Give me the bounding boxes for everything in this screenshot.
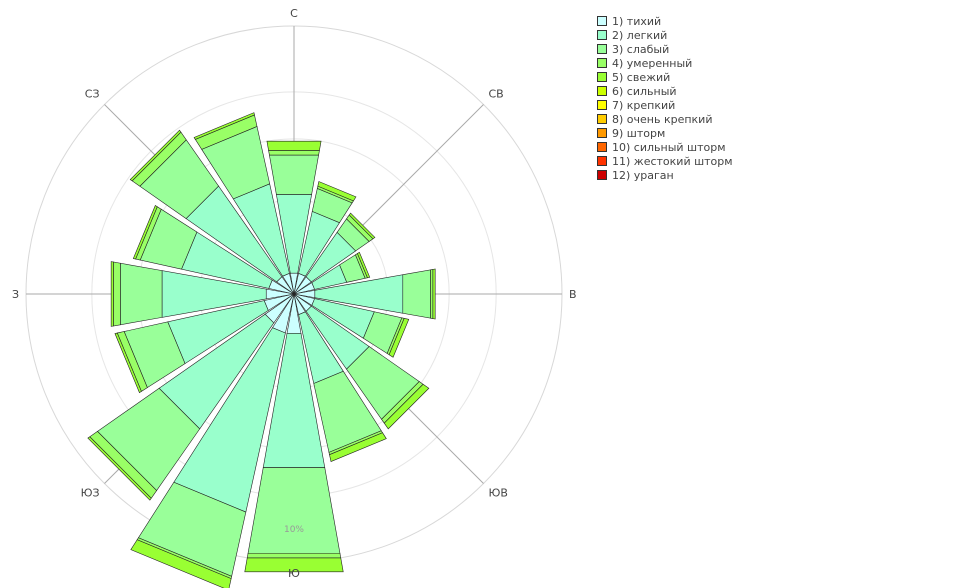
legend-label: 7) крепкий bbox=[612, 98, 676, 112]
legend-swatch bbox=[597, 114, 607, 124]
legend-label: 4) умеренный bbox=[612, 56, 693, 70]
wind-bar-segment[interactable] bbox=[266, 140, 322, 151]
wind-bar-segment[interactable] bbox=[402, 269, 431, 319]
direction-label: Ю bbox=[288, 567, 300, 580]
wind-bar-segment[interactable] bbox=[130, 539, 232, 588]
wind-bar-segment[interactable] bbox=[120, 262, 163, 326]
legend-item[interactable]: 3) слабый bbox=[597, 42, 733, 56]
direction-label: З bbox=[12, 288, 19, 301]
legend-item[interactable]: 4) умеренный bbox=[597, 56, 733, 70]
legend-label: 6) сильный bbox=[612, 84, 677, 98]
legend-label: 9) шторм bbox=[612, 126, 666, 140]
wind-bar-segment[interactable] bbox=[244, 557, 344, 573]
legend-item[interactable]: 1) тихий bbox=[597, 14, 733, 28]
direction-label: С bbox=[290, 7, 298, 20]
direction-label: СЗ bbox=[85, 88, 100, 101]
radial-tick-label: 10% bbox=[284, 525, 304, 535]
legend-swatch bbox=[597, 30, 607, 40]
wind-bar-segment[interactable] bbox=[114, 332, 142, 394]
legend-item[interactable]: 8) очень крепкий bbox=[597, 112, 733, 126]
legend-swatch bbox=[597, 44, 607, 54]
legend-item[interactable]: 12) ураган bbox=[597, 168, 733, 182]
legend-item[interactable]: 6) сильный bbox=[597, 84, 733, 98]
legend-swatch bbox=[597, 72, 607, 82]
direction-label: ЮЗ bbox=[81, 486, 100, 499]
wind-bar-segment[interactable] bbox=[317, 181, 357, 202]
legend-item[interactable]: 10) сильный шторм bbox=[597, 140, 733, 154]
legend-swatch bbox=[597, 86, 607, 96]
legend-swatch bbox=[597, 128, 607, 138]
legend-item[interactable]: 9) шторм bbox=[597, 126, 733, 140]
legend-label: 11) жестокий шторм bbox=[612, 154, 733, 168]
legend: 1) тихий 2) легкий 3) слабый 4) умеренный 5)… bbox=[597, 14, 733, 182]
legend-label: 12) ураган bbox=[612, 168, 674, 182]
legend-swatch bbox=[597, 58, 607, 68]
legend-label: 8) очень крепкий bbox=[612, 112, 713, 126]
wind-bar-segment[interactable] bbox=[193, 112, 255, 140]
legend-label: 5) свежий bbox=[612, 70, 671, 84]
wind-bar-segment[interactable] bbox=[357, 251, 371, 279]
wind-bar-segment[interactable] bbox=[388, 317, 410, 358]
direction-labels: С СВ В ЮВ Ю ЮЗ З СЗ bbox=[12, 7, 577, 580]
wind-bar-segment[interactable] bbox=[87, 436, 152, 501]
wind-rose-bars bbox=[87, 112, 436, 588]
legend-swatch bbox=[597, 16, 607, 26]
legend-label: 1) тихий bbox=[612, 14, 662, 28]
legend-item[interactable]: 2) легкий bbox=[597, 28, 733, 42]
wind-bar-segment[interactable] bbox=[268, 150, 320, 156]
legend-item[interactable]: 5) свежий bbox=[597, 70, 733, 84]
legend-item[interactable]: 7) крепкий bbox=[597, 98, 733, 112]
wind-bar-segment[interactable] bbox=[246, 552, 342, 559]
wind-bar-segment[interactable] bbox=[383, 383, 430, 430]
legend-item[interactable]: 11) жестокий шторм bbox=[597, 154, 733, 168]
direction-label: ЮВ bbox=[488, 486, 507, 499]
wind-bar-segment[interactable] bbox=[432, 268, 436, 320]
wind-bar-segment[interactable] bbox=[348, 212, 376, 240]
direction-label: В bbox=[569, 288, 577, 301]
wind-bar-segment[interactable] bbox=[329, 432, 387, 462]
legend-swatch bbox=[597, 156, 607, 166]
legend-label: 3) слабый bbox=[612, 42, 670, 56]
legend-swatch bbox=[597, 142, 607, 152]
wind-bar-segment[interactable] bbox=[113, 261, 121, 327]
legend-label: 2) легкий bbox=[612, 28, 668, 42]
wind-bar-segment[interactable] bbox=[430, 269, 434, 319]
wind-bar-segment[interactable] bbox=[110, 261, 114, 327]
wind-bar-segment[interactable] bbox=[132, 205, 158, 260]
legend-label: 10) сильный шторм bbox=[612, 140, 726, 154]
wind-bar-segment[interactable] bbox=[269, 154, 319, 195]
wind-bar-segment[interactable] bbox=[247, 467, 341, 554]
legend-swatch bbox=[597, 170, 607, 180]
direction-label: СВ bbox=[488, 88, 503, 101]
legend-swatch bbox=[597, 100, 607, 110]
wind-bar-segment[interactable] bbox=[129, 129, 182, 182]
